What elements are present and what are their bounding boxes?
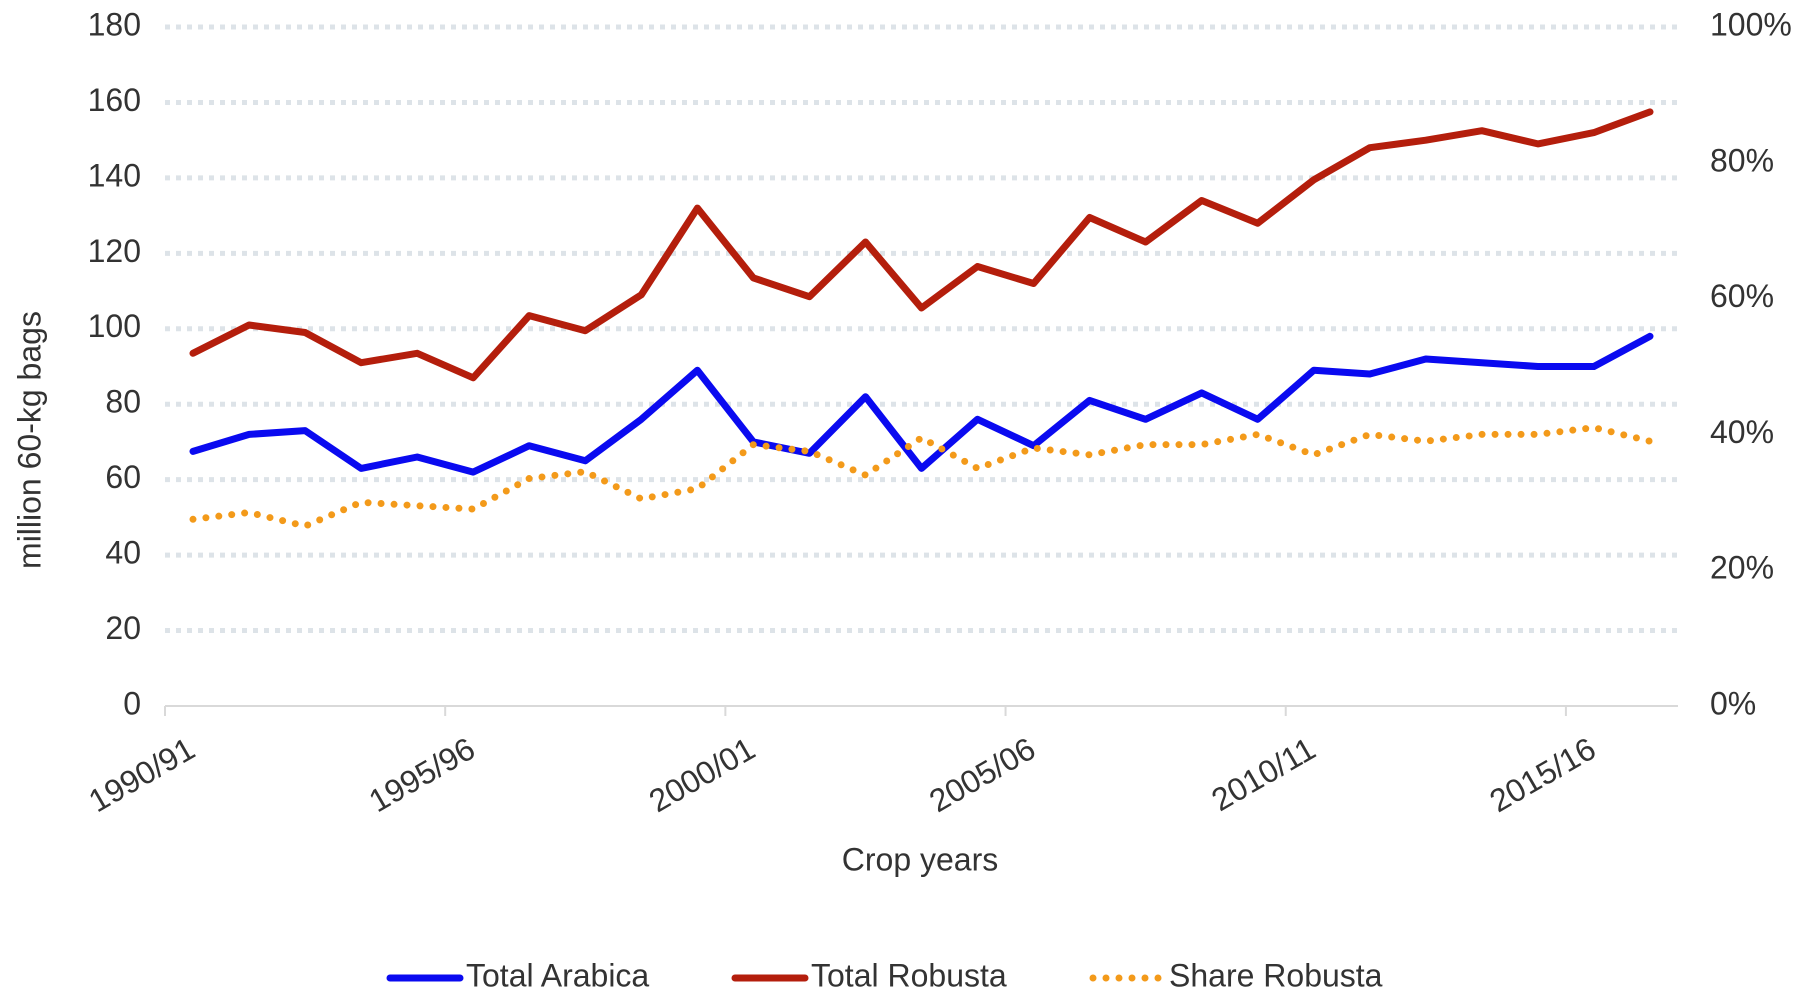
x-axis-title: Crop years xyxy=(842,841,999,877)
series-line xyxy=(189,424,1654,530)
x-tick-label: 2000/01 xyxy=(643,730,761,819)
y-tick-label: 0 xyxy=(123,685,141,721)
series-line xyxy=(189,332,1654,476)
y-tick-label: 120 xyxy=(88,233,141,269)
y-tick-label: 100 xyxy=(88,308,141,344)
y-tick-label: 20 xyxy=(105,610,141,646)
y-tick-label: 180 xyxy=(88,6,141,42)
series-line xyxy=(189,108,1654,382)
y2-tick-label: 40% xyxy=(1710,414,1774,450)
y2-tick-label: 0% xyxy=(1710,685,1756,721)
y2-tick-label: 60% xyxy=(1710,278,1774,314)
x-tick-label: 1990/91 xyxy=(83,730,201,819)
y2-tick-label: 20% xyxy=(1710,550,1774,586)
legend-label: Total Robusta xyxy=(811,957,1007,993)
y2-tick-label: 80% xyxy=(1710,142,1774,178)
x-tick-label: 2005/06 xyxy=(923,730,1041,819)
x-tick-label: 1995/96 xyxy=(363,730,481,819)
legend-label: Total Arabica xyxy=(466,957,649,993)
y2-tick-label: 100% xyxy=(1710,6,1792,42)
y-tick-label: 40 xyxy=(105,535,141,571)
x-tick-label: 2015/16 xyxy=(1483,730,1601,819)
y-tick-label: 80 xyxy=(105,384,141,420)
x-tick-label: 2010/11 xyxy=(1205,730,1321,818)
legend-label: Share Robusta xyxy=(1169,957,1383,993)
y-tick-label: 60 xyxy=(105,459,141,495)
y-tick-label: 140 xyxy=(88,157,141,193)
y-axis-title: million 60-kg bags xyxy=(11,311,47,569)
y-tick-label: 160 xyxy=(88,82,141,118)
